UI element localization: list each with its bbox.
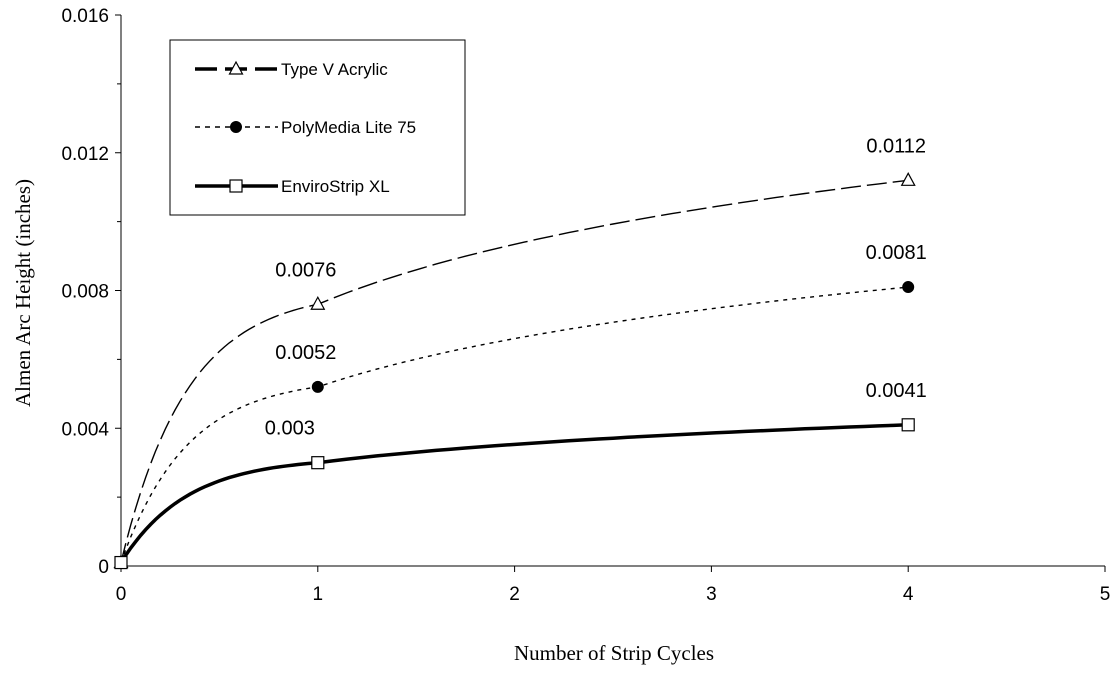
data-point — [900, 172, 916, 186]
series-envirostrip-xl — [114, 418, 915, 570]
data-point — [902, 281, 915, 294]
legend: Type V Acrylic PolyMedia Lite 75 EnviroStr… — [169, 39, 466, 216]
y-tick-label: 0.012 — [61, 144, 109, 165]
legend-label: Type V Acrylic — [281, 60, 388, 79]
series-line — [120, 286, 909, 563]
y-tick-label: 0.016 — [61, 6, 109, 27]
data-labels: 0.0076 0.0112 0.0052 0.0081 0.003 0.0041 — [265, 135, 927, 439]
axes: 0 0.004 0.008 0.012 0.016 0 1 2 3 4 5 — [61, 6, 1110, 605]
data-point — [310, 296, 326, 310]
legend-item-envirostrip-xl: EnviroStrip XL — [195, 177, 390, 196]
data-label: 0.0112 — [866, 135, 926, 157]
legend-item-type-v-acrylic: Type V Acrylic — [195, 60, 388, 79]
y-axis-title: Almen Arc Height (inches) — [11, 179, 35, 407]
legend-marker — [230, 121, 242, 133]
data-label: 0.003 — [265, 418, 315, 440]
x-tick-label: 3 — [706, 584, 717, 605]
x-tick-label: 5 — [1100, 584, 1111, 605]
y-tick-label: 0.004 — [61, 419, 109, 440]
legend-item-polymedia-lite-75: PolyMedia Lite 75 — [195, 118, 416, 137]
data-label: 0.0041 — [866, 380, 927, 402]
data-point — [114, 555, 128, 570]
series-line — [120, 179, 909, 563]
data-label: 0.0052 — [275, 342, 336, 364]
legend-label: PolyMedia Lite 75 — [281, 118, 416, 137]
data-point — [311, 380, 324, 393]
y-tick-label: 0.008 — [61, 282, 109, 303]
series-type-v-acrylic — [113, 172, 916, 569]
x-tick-label: 2 — [509, 584, 520, 605]
data-label: 0.0076 — [275, 259, 336, 281]
x-tick-label: 1 — [313, 584, 324, 605]
legend-label: EnviroStrip XL — [281, 177, 390, 196]
x-tick-label: 4 — [903, 584, 914, 605]
x-tick-label: 0 — [116, 584, 127, 605]
data-point — [311, 456, 325, 470]
x-axis-title: Number of Strip Cycles — [514, 641, 714, 665]
data-label: 0.0081 — [866, 242, 927, 264]
legend-marker — [229, 179, 243, 193]
data-point — [901, 418, 915, 432]
series-polymedia-lite-75 — [115, 281, 915, 569]
legend-marker — [228, 60, 244, 75]
series-line — [119, 423, 909, 564]
series-layer — [113, 172, 916, 570]
y-tick-label: 0 — [98, 557, 109, 578]
